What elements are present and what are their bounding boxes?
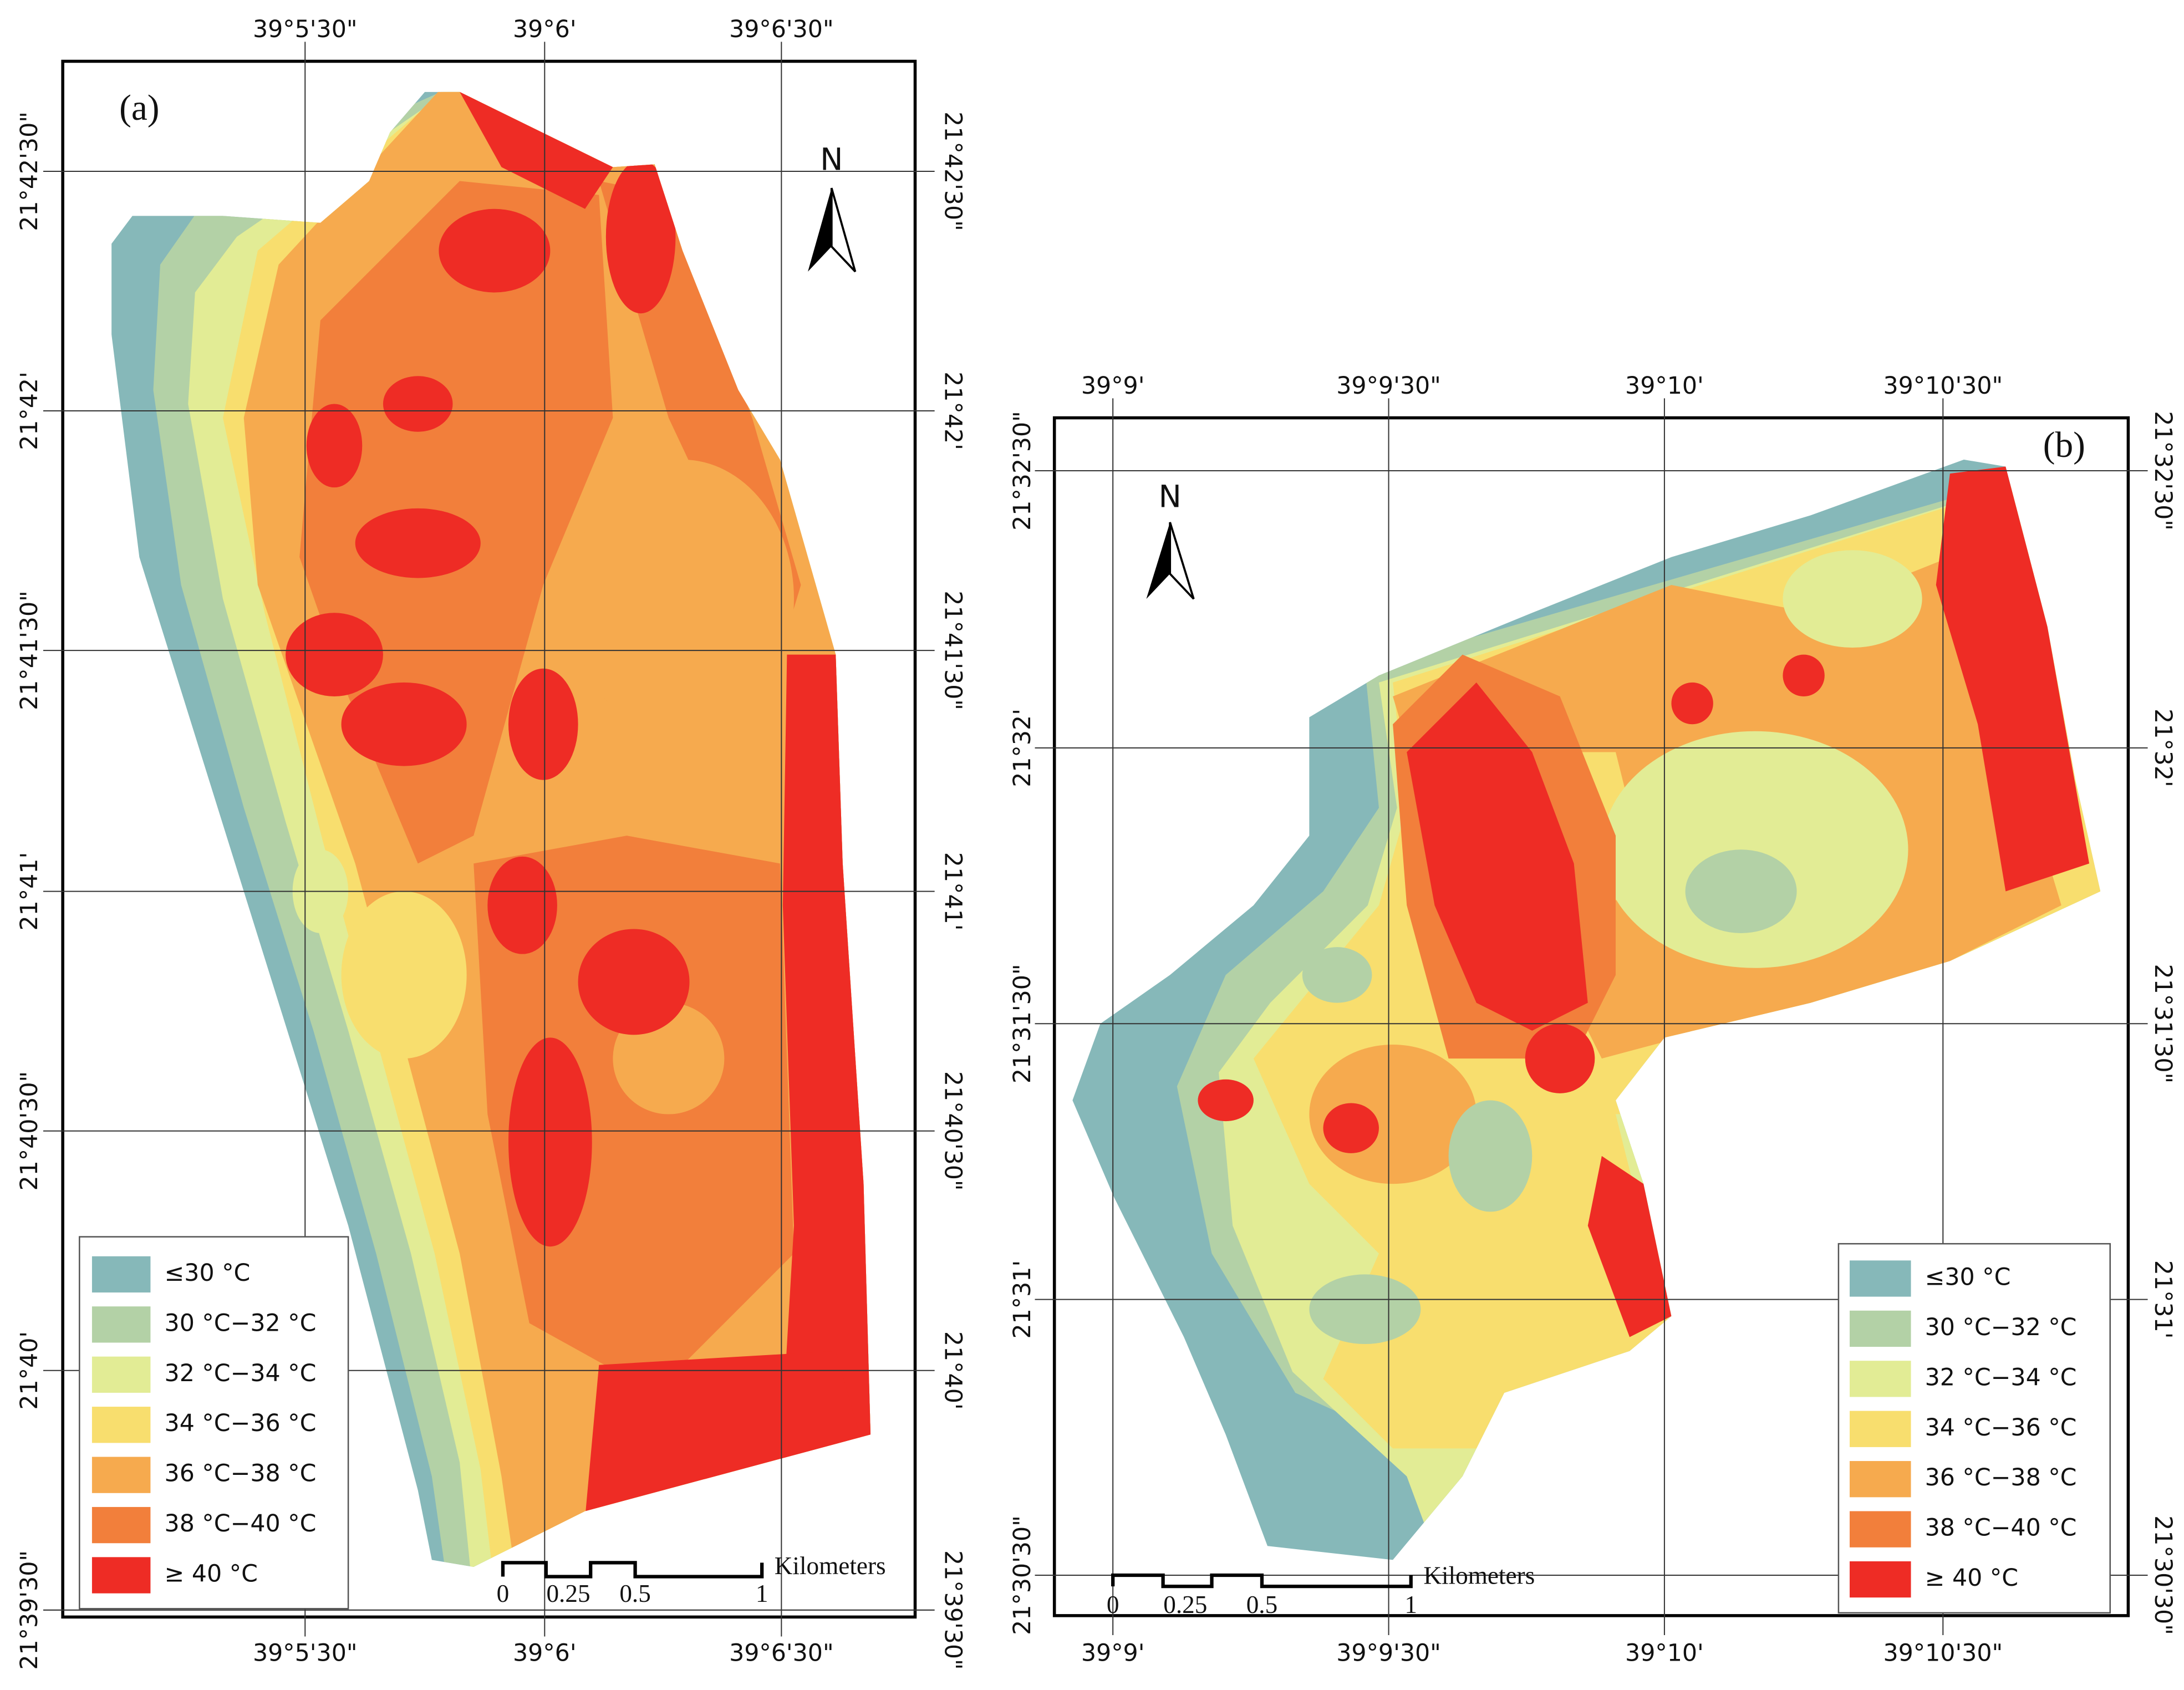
longitude-label: 39°10'30" xyxy=(1883,1640,2003,1667)
legend-swatch xyxy=(91,1407,151,1443)
longitude-label: 39°5'30" xyxy=(253,1640,358,1667)
scale-label: 0.5 xyxy=(1246,1591,1278,1618)
panel-label: (a) xyxy=(119,88,159,128)
legend-swatch xyxy=(91,1557,151,1594)
latitude-label: 21°42'30" xyxy=(16,111,43,231)
scale-label: 0.25 xyxy=(1163,1591,1207,1618)
scale-bar xyxy=(501,1561,764,1579)
legend-label: ≤30 °C xyxy=(165,1259,251,1287)
legend-label: 36 °C−38 °C xyxy=(165,1460,317,1488)
latitude-label: 21°42' xyxy=(16,371,43,450)
latitude-label: 21°32' xyxy=(1009,709,1036,787)
scale-label: 0 xyxy=(1107,1591,1119,1618)
latitude-label: 21°32'30" xyxy=(2149,411,2177,531)
longitude-label: 39°6' xyxy=(513,1640,577,1667)
latitude-label: 21°30'30" xyxy=(2149,1515,2177,1635)
legend-swatch xyxy=(91,1306,151,1343)
legend-label: 32 °C−34 °C xyxy=(165,1360,317,1387)
legend-swatch xyxy=(91,1506,151,1544)
latitude-label: 21°42' xyxy=(939,371,966,450)
longitude-label: 39°6'30" xyxy=(729,1640,834,1667)
latitude-label: 21°40'30" xyxy=(16,1071,43,1191)
latitude-label: 21°40' xyxy=(16,1331,43,1410)
heat-map-a xyxy=(111,91,871,1567)
legend-label: 30 °C−32 °C xyxy=(1925,1314,2077,1341)
latitude-label: 21°39'30" xyxy=(939,1550,966,1670)
legend-label: 34 °C−36 °C xyxy=(165,1409,317,1437)
latitude-label: 21°32' xyxy=(2149,709,2177,787)
legend-label: 38 °C−40 °C xyxy=(165,1510,317,1538)
frame-a xyxy=(61,59,917,1619)
longitude-label: 39°6' xyxy=(513,16,577,43)
scale-label: 0.5 xyxy=(619,1580,651,1607)
scale-label: 1 xyxy=(1404,1591,1417,1618)
latitude-label: 21°31' xyxy=(2149,1260,2177,1339)
longitude-label: 39°10' xyxy=(1625,372,1704,400)
north-arrow xyxy=(1146,522,1170,599)
latitude-label: 21°30'30" xyxy=(1009,1515,1036,1635)
north-arrow xyxy=(1169,522,1195,600)
legend-label: ≥ 40 °C xyxy=(1925,1564,2018,1592)
longitude-label: 39°9'30" xyxy=(1336,372,1441,400)
latitude-label: 21°41'30" xyxy=(16,591,43,710)
latitude-label: 21°42'30" xyxy=(939,111,966,231)
latitude-label: 21°40' xyxy=(939,1331,966,1410)
scale-bar xyxy=(1111,1573,1413,1589)
north-arrow xyxy=(830,187,857,273)
legend-label: ≥ 40 °C xyxy=(165,1560,258,1588)
legend-swatch xyxy=(1850,1260,1911,1297)
latitude-label: 21°31'30" xyxy=(2149,964,2177,1083)
latitude-label: 21°40'30" xyxy=(939,1071,966,1191)
legend-label: 30 °C−32 °C xyxy=(165,1309,317,1337)
longitude-label: 39°5'30" xyxy=(253,16,358,43)
longitude-label: 39°10'30" xyxy=(1883,372,2003,400)
longitude-label: 39°9' xyxy=(1081,372,1145,400)
latitude-label: 21°41'30" xyxy=(939,591,966,710)
latitude-label: 21°32'30" xyxy=(1009,411,1036,531)
legend-label: 32 °C−34 °C xyxy=(1925,1363,2077,1391)
north-label: N xyxy=(1158,479,1181,515)
scale-label: 0 xyxy=(497,1580,510,1607)
legend-label: ≤30 °C xyxy=(1925,1263,2011,1291)
legend-swatch xyxy=(1850,1461,1911,1498)
legend-swatch xyxy=(91,1256,151,1293)
scale-label: 0.25 xyxy=(546,1580,590,1607)
legend-swatch xyxy=(1850,1561,1911,1598)
latitude-label: 21°41' xyxy=(939,852,966,931)
legend-label: 38 °C−40 °C xyxy=(1925,1514,2077,1542)
frame-b xyxy=(1052,416,2130,1617)
scale-label: 1 xyxy=(756,1580,768,1607)
longitude-label: 39°9'30" xyxy=(1336,1640,1441,1667)
longitude-label: 39°6'30" xyxy=(729,16,834,43)
scale-unit: Kilometers xyxy=(775,1552,886,1580)
longitude-label: 39°9' xyxy=(1081,1640,1145,1667)
latitude-label: 21°31' xyxy=(1009,1260,1036,1339)
latitude-label: 21°31'30" xyxy=(1009,964,1036,1083)
longitude-label: 39°10' xyxy=(1625,1640,1704,1667)
legend-swatch xyxy=(91,1356,151,1393)
legend-label: 36 °C−38 °C xyxy=(1925,1464,2077,1492)
legend-swatch xyxy=(91,1457,151,1493)
legend-swatch xyxy=(1850,1511,1911,1548)
legend-swatch xyxy=(1850,1411,1911,1447)
north-label: N xyxy=(820,142,843,178)
legend-swatch xyxy=(1850,1361,1911,1397)
panel-label: (b) xyxy=(2043,425,2085,465)
north-arrow xyxy=(808,188,832,272)
latitude-label: 21°39'30" xyxy=(16,1550,43,1670)
legend-label: 34 °C−36 °C xyxy=(1925,1414,2077,1442)
latitude-label: 21°41' xyxy=(16,852,43,931)
legend-swatch xyxy=(1850,1310,1911,1347)
scale-unit: Kilometers xyxy=(1423,1561,1535,1589)
